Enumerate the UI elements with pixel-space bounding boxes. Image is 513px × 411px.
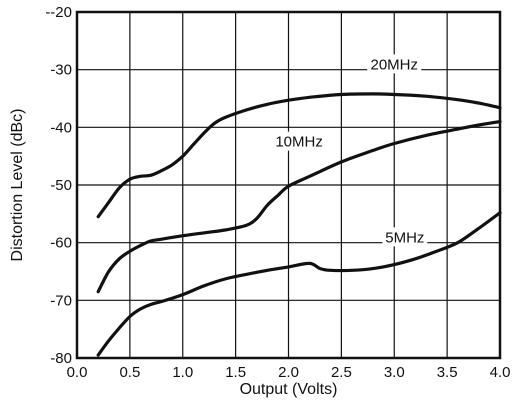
series-label-bg	[382, 227, 428, 247]
y-axis-title: Distortion Level (dBc)	[9, 109, 26, 262]
series-label-5mhz: 5MHz	[385, 229, 424, 246]
plot-frame	[75, 10, 502, 360]
x-tick-label: 1.5	[225, 364, 246, 381]
y-tick-label: --20	[45, 4, 72, 21]
y-tick-label: -50	[50, 177, 72, 194]
series-label-bg	[367, 54, 422, 74]
tick-labels: 0.0 0.5 1.0 1.5 2.0 2.5 3.0 3.5 4.0 --20 -30 -40 -50…	[45, 4, 510, 381]
series-lines	[96, 92, 502, 357]
series-line-5mhz	[96, 211, 502, 357]
x-axis-title: Output (Volts)	[240, 381, 338, 398]
y-tick-label: -70	[50, 292, 72, 309]
x-tick-label: 0.0	[67, 364, 88, 381]
x-tick-label: 2.5	[331, 364, 352, 381]
x-tick-label: 2.0	[278, 364, 299, 381]
y-tick-label: -60	[50, 235, 72, 252]
x-tick-label: 1.0	[172, 364, 193, 381]
series-label-bg	[272, 131, 327, 151]
y-tick-label: -80	[50, 350, 72, 367]
series-labels: 20MHz 10MHz 5MHz	[272, 54, 428, 247]
series-label-10mhz: 10MHz	[275, 134, 323, 151]
y-tick-label: -30	[50, 62, 72, 79]
y-tick-label: -40	[50, 119, 72, 136]
x-tick-label: 4.0	[490, 364, 511, 381]
x-tick-label: 0.5	[119, 364, 140, 381]
x-tick-label: 3.0	[384, 364, 405, 381]
series-label-20mhz: 20MHz	[370, 56, 418, 73]
series-line-20mhz	[96, 92, 502, 219]
x-tick-label: 3.5	[437, 364, 458, 381]
series-line-10mhz	[96, 120, 502, 294]
